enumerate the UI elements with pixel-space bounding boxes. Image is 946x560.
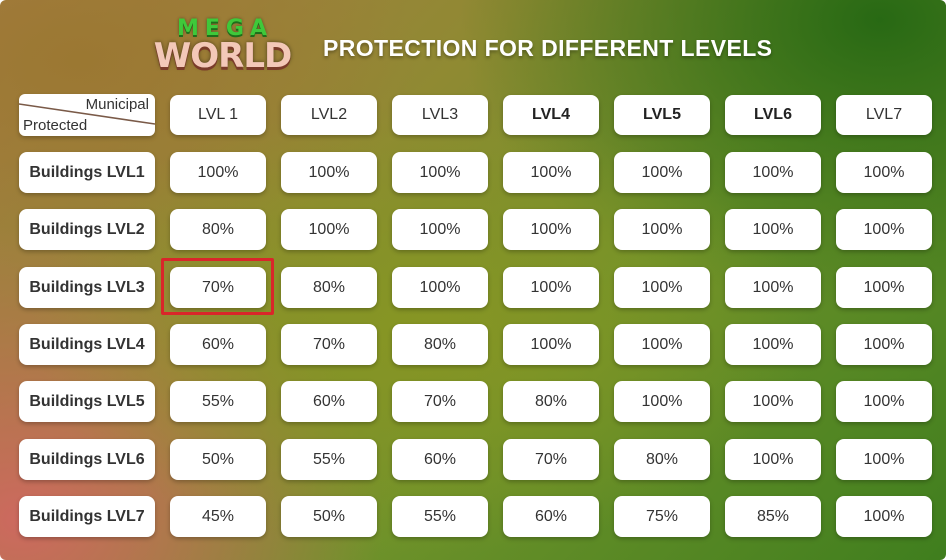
table-cell: 100% xyxy=(614,209,710,250)
row-header: Buildings LVL3 xyxy=(19,267,155,308)
table-cell: 45% xyxy=(170,496,266,537)
column-axis-label: Municipal xyxy=(85,96,149,113)
table-cell: 100% xyxy=(392,152,488,193)
table-cell: 100% xyxy=(614,267,710,308)
table-cell: 100% xyxy=(503,267,599,308)
table-cell: 100% xyxy=(725,324,821,365)
table-cell: 100% xyxy=(614,381,710,422)
table-cell: 100% xyxy=(836,152,932,193)
column-header: LVL 1 xyxy=(170,95,266,135)
table-cell: 55% xyxy=(170,381,266,422)
table-cell: 70% xyxy=(392,381,488,422)
table-cell: 70% xyxy=(503,439,599,480)
table-cell: 100% xyxy=(503,209,599,250)
table-cell: 100% xyxy=(281,152,377,193)
table-cell: 100% xyxy=(836,209,932,250)
table-cell: 60% xyxy=(503,496,599,537)
table-cell: 100% xyxy=(281,209,377,250)
page-title: PROTECTION FOR DIFFERENT LEVELS xyxy=(323,35,773,61)
column-header: LVL5 xyxy=(614,95,710,135)
row-header: Buildings LVL7 xyxy=(19,496,155,537)
table-cell: 55% xyxy=(281,439,377,480)
table-cell: 60% xyxy=(170,324,266,365)
column-header: LVL6 xyxy=(725,95,821,135)
table-cell: 80% xyxy=(281,267,377,308)
table-cell: 100% xyxy=(836,439,932,480)
table-cell: 100% xyxy=(725,152,821,193)
table-cell: 75% xyxy=(614,496,710,537)
table-cell: 100% xyxy=(170,152,266,193)
table-cell: 80% xyxy=(392,324,488,365)
row-header: Buildings LVL6 xyxy=(19,439,155,480)
table-cell: 100% xyxy=(836,324,932,365)
table-cell: 100% xyxy=(725,209,821,250)
table-cell: 100% xyxy=(725,267,821,308)
table-cell: 100% xyxy=(614,324,710,365)
table-cell: 100% xyxy=(725,381,821,422)
table-cell: 85% xyxy=(725,496,821,537)
table-cell: 100% xyxy=(836,496,932,537)
table-cell: 100% xyxy=(725,439,821,480)
table-cell: 60% xyxy=(392,439,488,480)
row-header: Buildings LVL2 xyxy=(19,209,155,250)
row-header: Buildings LVL1 xyxy=(19,152,155,193)
table-cell: 50% xyxy=(170,439,266,480)
table-cell: 100% xyxy=(614,152,710,193)
table-cell: 100% xyxy=(836,381,932,422)
row-header: Buildings LVL5 xyxy=(19,381,155,422)
column-header: LVL4 xyxy=(503,95,599,135)
table-cell: 100% xyxy=(503,324,599,365)
table-cell: 80% xyxy=(614,439,710,480)
table-cell: 60% xyxy=(281,381,377,422)
column-header: LVL2 xyxy=(281,95,377,135)
column-header: LVL3 xyxy=(392,95,488,135)
table-cell: 55% xyxy=(392,496,488,537)
table-cell: 70% xyxy=(170,267,266,308)
row-axis-label: Protected xyxy=(23,117,88,134)
table-cell: 80% xyxy=(503,381,599,422)
mega-world-logo: MEGA WORLD xyxy=(150,16,295,76)
highlighted-cell-frame xyxy=(161,258,274,315)
table-cell: 70% xyxy=(281,324,377,365)
table-cell: 100% xyxy=(392,209,488,250)
corner-diagonal-line xyxy=(19,103,155,125)
table-cell: 100% xyxy=(392,267,488,308)
row-header: Buildings LVL4 xyxy=(19,324,155,365)
table-cell: 80% xyxy=(170,209,266,250)
column-header: LVL7 xyxy=(836,95,932,135)
logo-mega-text: MEGA xyxy=(176,16,273,41)
logo-world-text: WORLD xyxy=(153,36,292,76)
table-cell: 100% xyxy=(503,152,599,193)
table-cell: 100% xyxy=(836,267,932,308)
table-corner-header: Municipal Protected xyxy=(19,94,155,136)
table-cell: 50% xyxy=(281,496,377,537)
